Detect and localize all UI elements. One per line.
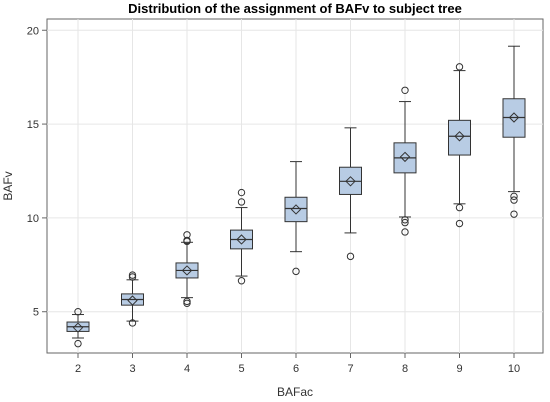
outlier-point [237, 277, 246, 285]
outlier-point [455, 63, 464, 71]
x-tick-label: 10 [508, 363, 520, 375]
mean-marker [508, 112, 520, 123]
y-axis-label: BAFv [1, 171, 15, 200]
mean-marker [181, 265, 193, 276]
x-tick-label: 9 [456, 363, 462, 375]
box-group [339, 127, 362, 261]
outlier-point [128, 273, 137, 281]
x-tick-label: 2 [75, 363, 81, 375]
box-group [175, 231, 199, 307]
mean-marker [290, 204, 302, 215]
outlier-point [292, 267, 300, 276]
box-group [448, 63, 471, 228]
outlier-point [510, 210, 518, 218]
mean-marker [72, 322, 84, 333]
x-axis-label: BAFac [277, 385, 313, 399]
outlier-point [401, 218, 409, 227]
outlier-point [237, 188, 246, 197]
outlier-point [74, 308, 82, 316]
outlier-point [510, 196, 518, 204]
box-iqr [448, 119, 471, 156]
mean-marker [454, 131, 465, 142]
outlier-point [237, 198, 246, 206]
outlier-point [346, 252, 355, 261]
outlier-point [401, 228, 409, 236]
outlier-point [128, 271, 137, 279]
box-group [284, 161, 308, 276]
mean-marker [127, 295, 138, 306]
axis-layer: 5 10 15 20 2 3 4 5 6 7 8 9 10 [27, 25, 520, 375]
box-group [121, 271, 144, 327]
outlier-point [455, 203, 464, 212]
y-tick-label: 15 [27, 119, 39, 131]
outlier-point [183, 231, 191, 239]
x-tick-label: 4 [184, 363, 190, 375]
data-layer [66, 45, 526, 348]
outlier-point [183, 299, 191, 307]
mean-marker [236, 234, 247, 245]
mean-marker [345, 176, 356, 187]
x-tick-label: 8 [402, 363, 408, 375]
outlier-point [401, 86, 409, 95]
outlier-point [74, 339, 82, 348]
x-tick-label: 5 [238, 363, 244, 375]
outlier-point [183, 297, 191, 306]
chart-title: Distribution of the assignment of BAFv t… [128, 1, 462, 16]
outlier-point [510, 192, 518, 201]
box-group [393, 86, 417, 236]
x-tick-label: 7 [347, 363, 353, 375]
outlier-point [455, 219, 464, 228]
y-tick-label: 5 [33, 307, 39, 319]
y-tick-label: 20 [27, 25, 39, 37]
box-group [66, 308, 90, 348]
x-tick-label: 3 [129, 363, 135, 375]
y-tick-label: 10 [27, 213, 39, 225]
box-group [502, 45, 526, 218]
box-iqr [284, 196, 308, 223]
outlier-point [128, 319, 137, 327]
box-group [230, 188, 253, 285]
mean-marker [399, 151, 411, 163]
x-tick-label: 6 [293, 363, 299, 375]
outlier-point [401, 216, 409, 224]
outlier-point [183, 236, 191, 245]
